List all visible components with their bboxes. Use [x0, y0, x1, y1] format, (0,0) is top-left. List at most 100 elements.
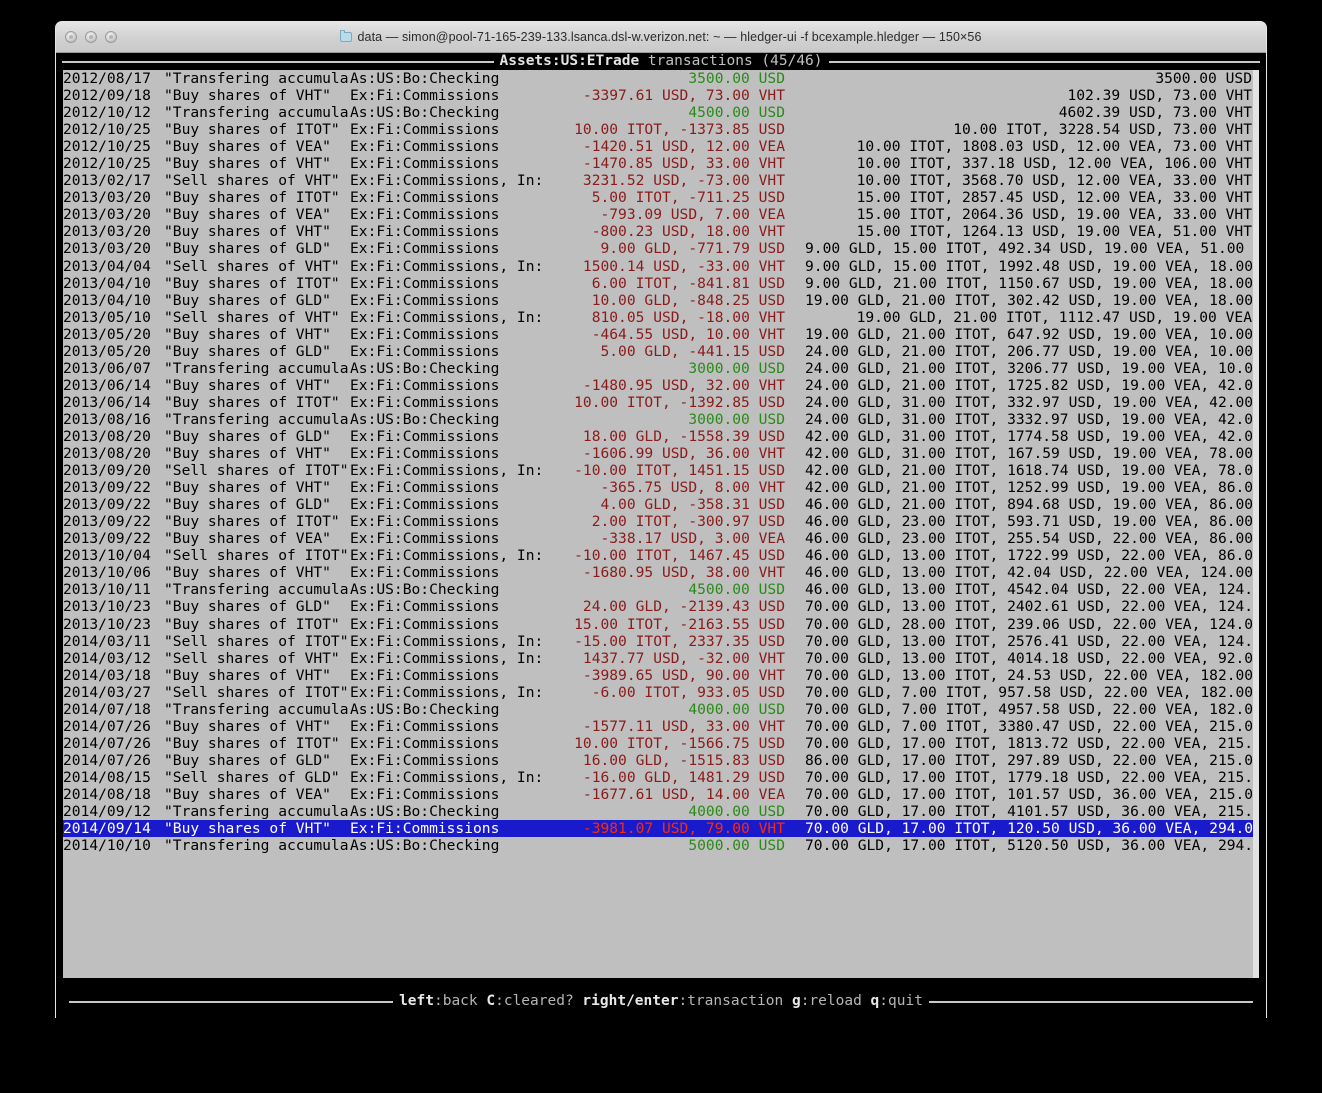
zoom-button[interactable] — [105, 31, 117, 43]
cell-amount: 10.00 ITOT, -1392.85 USD — [574, 393, 785, 411]
table-row[interactable]: 2012/10/25 "Buy shares of VEA" Ex:Fi:Commi… — [63, 138, 1259, 155]
table-row[interactable]: 2014/03/27 "Sell shares of ITOT" Ex:Fi:Com… — [63, 684, 1259, 701]
table-row[interactable]: 2013/10/11 "Transfering accumula.. As:US:B… — [63, 581, 1259, 598]
cell-desc: "Sell shares of VHT" — [164, 308, 340, 326]
keybinding-key[interactable]: right/enter — [582, 993, 679, 1009]
cell-acct: As:US:Bo:Checking — [350, 837, 500, 855]
table-row[interactable]: 2014/03/12 "Sell shares of VHT" Ex:Fi:Comm… — [63, 650, 1259, 667]
cell-amount: 16.00 GLD, -1515.83 USD — [582, 751, 785, 769]
table-row[interactable]: 2013/03/20 "Buy shares of VHT" Ex:Fi:Commi… — [63, 223, 1259, 240]
table-row[interactable]: 2013/09/22 "Buy shares of VEA" Ex:Fi:Commi… — [63, 530, 1259, 547]
cell-balance: 46.00 GLD, 13.00 ITOT, 1722.99 USD, 22.0… — [805, 547, 1259, 565]
table-row[interactable]: 2013/09/20 "Sell shares of ITOT" Ex:Fi:Com… — [63, 462, 1259, 479]
table-row[interactable]: 2014/07/26 "Buy shares of ITOT" Ex:Fi:Comm… — [63, 735, 1259, 752]
cell-date: 2014/08/15 — [63, 768, 151, 786]
cell-balance: 10.00 ITOT, 1808.03 USD, 12.00 VEA, 73.0… — [856, 138, 1252, 156]
cell-gap — [785, 633, 805, 650]
table-row[interactable]: 2012/08/17 "Transfering accumula.. As:US:B… — [63, 70, 1259, 87]
keybinding-key[interactable]: left — [399, 993, 434, 1009]
cell-amount: -1606.99 USD, 36.00 VHT — [582, 445, 785, 463]
table-row[interactable]: 2014/09/12 "Transfering accumula.. As:US:B… — [63, 803, 1259, 820]
cell-gap — [155, 275, 164, 292]
table-row[interactable]: 2013/10/04 "Sell shares of ITOT" Ex:Fi:Com… — [63, 547, 1259, 564]
table-row[interactable]: 2012/10/25 "Buy shares of VHT" Ex:Fi:Commi… — [63, 155, 1259, 172]
cell-desc: "Buy shares of ITOT" — [164, 615, 340, 633]
cell-desc: "Buy shares of VHT" — [164, 87, 331, 105]
table-row[interactable]: 2013/08/16 "Transfering accumula.. As:US:B… — [63, 411, 1259, 428]
keybinding-key[interactable]: C — [486, 993, 496, 1009]
cell-gap — [155, 598, 164, 615]
table-row[interactable]: 2013/08/20 "Buy shares of VHT" Ex:Fi:Commi… — [63, 445, 1259, 462]
close-button[interactable] — [65, 31, 77, 43]
vertical-scrollbar[interactable] — [1253, 70, 1259, 978]
cell-date: 2013/10/23 — [63, 598, 151, 616]
table-row[interactable]: 2014/07/26 "Buy shares of GLD" Ex:Fi:Commi… — [63, 752, 1259, 769]
table-row[interactable]: 2013/09/22 "Buy shares of GLD" Ex:Fi:Commi… — [63, 496, 1259, 513]
cell-desc: "Buy shares of VHT" — [164, 376, 331, 394]
table-row[interactable]: 2013/10/06 "Buy shares of VHT" Ex:Fi:Commi… — [63, 564, 1259, 581]
window-titlebar[interactable]: data — simon@pool-71-165-239-133.lsanca.… — [56, 22, 1266, 53]
table-row[interactable]: 2013/09/22 "Buy shares of ITOT" Ex:Fi:Comm… — [63, 513, 1259, 530]
table-row[interactable]: 2012/10/12 "Transfering accumula.. As:US:B… — [63, 104, 1259, 121]
table-row[interactable]: 2013/04/04 "Sell shares of VHT" Ex:Fi:Comm… — [63, 258, 1259, 275]
table-row[interactable]: 2013/08/20 "Buy shares of GLD" Ex:Fi:Commi… — [63, 428, 1259, 445]
table-row[interactable]: 2014/03/11 "Sell shares of ITOT" Ex:Fi:Com… — [63, 633, 1259, 650]
cell-desc: "Buy shares of VHT" — [164, 445, 331, 463]
table-row[interactable]: 2013/05/20 "Buy shares of GLD" Ex:Fi:Commi… — [63, 343, 1259, 360]
folder-icon — [340, 30, 353, 42]
table-row[interactable]: 2013/06/14 "Buy shares of VHT" Ex:Fi:Commi… — [63, 377, 1259, 394]
cell-balance: 9.00 GLD, 21.00 ITOT, 1150.67 USD, 19.00… — [805, 274, 1259, 292]
keybinding-key[interactable]: q — [870, 993, 880, 1009]
cell-gap — [155, 121, 164, 138]
table-row[interactable]: 2013/10/23 "Buy shares of ITOT" Ex:Fi:Comm… — [63, 616, 1259, 633]
cell-amount: -1577.11 USD, 33.00 VHT — [582, 717, 785, 735]
table-row[interactable]: 2013/09/22 "Buy shares of VHT" Ex:Fi:Commi… — [63, 479, 1259, 496]
table-row[interactable]: 2012/10/25 "Buy shares of ITOT" Ex:Fi:Comm… — [63, 121, 1259, 138]
table-row[interactable]: 2013/02/17 "Sell shares of VHT" Ex:Fi:Comm… — [63, 172, 1259, 189]
cell-gap — [785, 513, 805, 530]
cell-date: 2012/09/18 — [63, 87, 151, 105]
table-row[interactable]: 2013/06/07 "Transfering accumula.. As:US:B… — [63, 360, 1259, 377]
cell-balance: 46.00 GLD, 21.00 ITOT, 894.68 USD, 19.00… — [805, 496, 1259, 514]
table-row[interactable]: 2013/05/10 "Sell shares of VHT" Ex:Fi:Comm… — [63, 309, 1259, 326]
table-row[interactable]: 2012/09/18 "Buy shares of VHT" Ex:Fi:Commi… — [63, 87, 1259, 104]
table-row[interactable]: 2014/08/18 "Buy shares of VEA" Ex:Fi:Commi… — [63, 786, 1259, 803]
keybinding-key[interactable]: g — [791, 993, 801, 1009]
cell-acct: Ex:Fi:Commissions — [350, 479, 500, 497]
cell-balance: 102.39 USD, 73.00 VHT — [1067, 87, 1252, 105]
cell-gap — [785, 786, 805, 803]
table-row[interactable]: 2013/06/14 "Buy shares of ITOT" Ex:Fi:Comm… — [63, 394, 1259, 411]
cell-date: 2014/08/18 — [63, 785, 151, 803]
table-row-selected[interactable]: 2014/09/14 "Buy shares of VHT" Ex:Fi:Commi… — [63, 820, 1259, 838]
table-row[interactable]: 2013/03/20 "Buy shares of VEA" Ex:Fi:Commi… — [63, 206, 1259, 223]
table-row[interactable]: 2013/04/10 "Buy shares of GLD" Ex:Fi:Commi… — [63, 292, 1259, 309]
table-row[interactable]: 2014/08/15 "Sell shares of GLD" Ex:Fi:Comm… — [63, 769, 1259, 786]
cell-amount: 10.00 ITOT, -1566.75 USD — [574, 734, 785, 752]
cell-amount: 4500.00 USD — [688, 581, 785, 599]
cell-balance: 24.00 GLD, 21.00 ITOT, 1725.82 USD, 19.0… — [805, 376, 1259, 394]
table-row[interactable]: 2014/03/18 "Buy shares of VHT" Ex:Fi:Commi… — [63, 667, 1259, 684]
table-row[interactable]: 2013/10/23 "Buy shares of GLD" Ex:Fi:Commi… — [63, 598, 1259, 615]
table-row[interactable]: 2013/05/20 "Buy shares of VHT" Ex:Fi:Commi… — [63, 326, 1259, 343]
table-row[interactable]: 2013/03/20 "Buy shares of ITOT" Ex:Fi:Comm… — [63, 189, 1259, 206]
cell-gap — [785, 650, 805, 667]
cell-gap — [155, 189, 164, 206]
keybinding-action: back — [442, 993, 478, 1009]
table-row[interactable]: 2013/03/20 "Buy shares of GLD" Ex:Fi:Commi… — [63, 240, 1259, 257]
minimize-button[interactable] — [85, 31, 97, 43]
table-row[interactable]: 2013/04/10 "Buy shares of ITOT" Ex:Fi:Comm… — [63, 275, 1259, 292]
cell-gap — [155, 837, 164, 854]
cell-balance: 86.00 GLD, 17.00 ITOT, 297.89 USD, 22.00… — [805, 751, 1259, 769]
cell-date: 2014/07/26 — [63, 734, 151, 752]
cell-gap — [155, 292, 164, 309]
transaction-list[interactable]: 2012/08/17 "Transfering accumula.. As:US:B… — [63, 70, 1259, 978]
cell-gap — [155, 650, 164, 667]
window-controls[interactable] — [65, 22, 117, 52]
cell-amount: 5.00 ITOT, -711.25 USD — [591, 189, 785, 207]
cell-gap — [785, 411, 805, 428]
cell-gap — [155, 820, 164, 837]
cell-desc: "Buy shares of VEA" — [164, 206, 331, 224]
table-row[interactable]: 2014/10/10 "Transfering accumula.. As:US:B… — [63, 837, 1259, 854]
table-row[interactable]: 2014/07/18 "Transfering accumula.. As:US:B… — [63, 701, 1259, 718]
table-row[interactable]: 2014/07/26 "Buy shares of VHT" Ex:Fi:Commi… — [63, 718, 1259, 735]
